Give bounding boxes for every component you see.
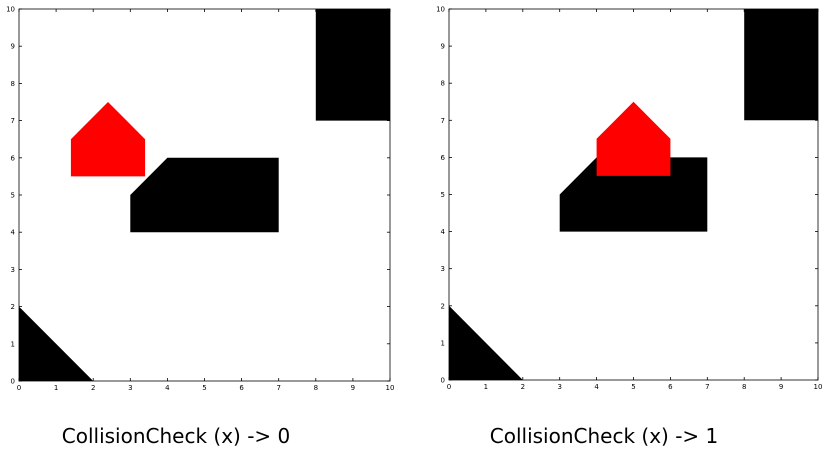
y-tick-label: 4 [11,229,16,237]
x-tick-label: 0 [17,384,21,392]
y-tick-label: 8 [441,80,445,88]
y-tick-label: 4 [441,228,446,236]
y-tick-label: 10 [436,6,445,14]
x-tick-label: 4 [165,384,170,392]
y-tick-label: 9 [441,43,445,51]
x-tick-label: 9 [779,383,783,391]
y-tick-label: 1 [11,340,15,348]
x-tick-label: 7 [705,383,709,391]
y-tick-label: 6 [11,154,16,162]
x-tick-label: 6 [239,384,244,392]
y-tick-label: 3 [11,266,15,274]
y-tick-label: 8 [11,80,15,88]
obstacle-pentagon [130,157,279,233]
obstacle-pentagon [559,157,708,232]
y-tick-label: 10 [6,6,15,14]
y-tick-label: 0 [11,378,15,386]
y-tick-label: 0 [441,377,445,385]
x-tick-label: 3 [557,383,561,391]
x-tick-label: 5 [631,383,635,391]
y-tick-label: 2 [441,302,445,310]
x-tick-label: 9 [351,384,355,392]
caption-left: CollisionCheck (x) -> 0 [62,424,291,448]
x-tick-label: 6 [668,383,673,391]
obstacle-triangle [19,306,94,381]
y-tick-label: 2 [11,303,15,311]
caption-right: CollisionCheck (x) -> 1 [490,424,719,448]
y-tick-label: 3 [441,265,445,273]
x-tick-label: 10 [814,383,823,391]
x-tick-label: 7 [276,384,280,392]
x-tick-label: 1 [484,383,488,391]
right-plot-panel: 0 1 2 3 4 5 6 7 8 9 10 0 1 2 3 4 5 6 7 8 9 10 [436,6,822,392]
x-tick-label: 2 [91,384,95,392]
y-tick-label: 1 [441,339,445,347]
x-tick-label: 8 [742,383,746,391]
obstacle-triangle [449,305,523,380]
x-tick-label: 8 [314,384,318,392]
obstacle-rectangle [315,9,390,121]
x-tick-label: 4 [594,383,599,391]
robot-shape [70,102,146,177]
left-plot-panel: 0 1 2 3 4 5 6 7 8 9 10 0 1 2 3 4 5 6 7 8 9 10 [6,6,394,393]
y-tick-label: 5 [441,191,445,199]
y-tick-label: 6 [441,154,446,162]
x-tick-label: 1 [54,384,58,392]
x-tick-label: 0 [447,383,451,391]
x-tick-label: 2 [521,383,525,391]
x-tick-label: 10 [386,384,395,392]
y-tick-label: 7 [441,117,445,125]
obstacle-rectangle [744,9,818,121]
robot-shape [596,101,671,176]
x-tick-label: 3 [128,384,132,392]
y-tick-label: 9 [11,43,15,51]
y-tick-label: 5 [11,192,15,200]
y-tick-label: 7 [11,117,15,125]
x-tick-label: 5 [202,384,206,392]
